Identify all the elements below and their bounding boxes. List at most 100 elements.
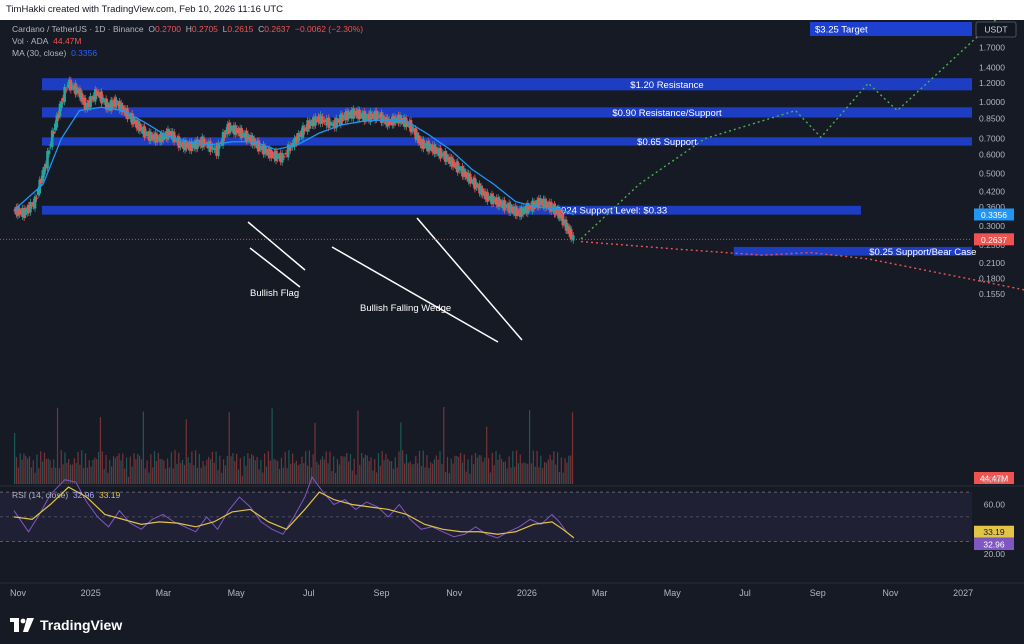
candle-body — [375, 110, 379, 120]
volume-bar — [176, 463, 178, 484]
volume-bar — [510, 467, 512, 484]
candle-body — [171, 131, 174, 140]
volume-bar — [245, 465, 247, 484]
chart-svg[interactable]: 3.00002.40002.00001.70001.40001.20001.00… — [0, 20, 1024, 606]
volume-bar — [553, 451, 555, 484]
candle-body — [345, 110, 349, 121]
candle-body — [489, 195, 492, 201]
volume-bar — [79, 464, 81, 484]
open-value: 0.2700 — [155, 24, 182, 34]
candle-body — [35, 198, 38, 200]
y-tick-label: 1.0000 — [979, 97, 1005, 107]
candle-body — [293, 137, 296, 148]
candle-body — [561, 213, 565, 226]
candle-body — [71, 85, 74, 88]
candle-body — [30, 205, 34, 207]
volume-bar — [101, 451, 103, 484]
target-box — [810, 22, 972, 36]
volume-bar — [383, 460, 385, 484]
volume-bar — [329, 451, 331, 484]
volume-bar — [519, 454, 521, 484]
candle-body — [524, 205, 528, 214]
candle-body — [504, 204, 508, 209]
candle-body — [163, 134, 167, 138]
volume-bar — [180, 462, 182, 484]
candle-body — [43, 166, 46, 175]
candle-body — [182, 141, 185, 150]
candle-body — [303, 128, 306, 132]
volume-bar — [129, 456, 131, 484]
volume-bar — [41, 461, 44, 484]
candle-body — [74, 83, 77, 95]
volume-bar — [437, 459, 439, 484]
price-axis — [972, 20, 1024, 606]
candle-body — [297, 133, 300, 143]
candle-body — [169, 131, 173, 137]
candle-body — [155, 133, 159, 143]
candle-body — [400, 118, 403, 123]
candle-body — [291, 143, 294, 148]
candle-body — [64, 89, 68, 91]
volume-bar — [280, 457, 283, 484]
candle-body — [144, 131, 148, 136]
volume-bar — [508, 456, 510, 484]
volume-bar — [564, 458, 566, 484]
volume-bar — [377, 453, 380, 484]
candle-body — [484, 191, 488, 200]
volume-bar — [543, 462, 546, 484]
volume-bar — [237, 469, 240, 484]
candle-body — [58, 103, 62, 117]
y-tick-label: 0.3000 — [979, 221, 1005, 231]
ma-value: 0.3356 — [71, 48, 98, 58]
volume-bar — [58, 468, 60, 484]
volume-bar — [506, 468, 508, 484]
volume-bar — [396, 467, 398, 484]
candle-body — [571, 235, 575, 241]
candle-body — [158, 134, 162, 143]
volume-bar — [120, 460, 122, 484]
candle-body — [493, 199, 497, 202]
candle-body — [323, 119, 326, 123]
volume-bar — [463, 454, 465, 484]
volume-bar — [389, 460, 391, 484]
candle-body — [231, 128, 234, 130]
candle-body — [101, 97, 105, 102]
candle-body — [403, 117, 407, 127]
change-value: −0.0062 (−2.30%) — [294, 24, 364, 34]
chart-area[interactable]: 3.00002.40002.00001.70001.40001.20001.00… — [0, 20, 1024, 606]
zone-label: $0.25 Support/Bear Case — [869, 247, 976, 258]
volume-bar — [14, 433, 16, 484]
candle-body — [475, 182, 478, 188]
volume-bar — [139, 455, 141, 484]
volume-bar — [163, 460, 165, 484]
volume-bar — [208, 456, 210, 484]
candle-body — [262, 144, 265, 155]
volume-bar — [81, 450, 83, 484]
volume-bar — [476, 457, 478, 484]
volume-bar — [465, 471, 467, 484]
volume-bar — [118, 453, 120, 484]
candle-body — [241, 133, 245, 135]
candle-body — [127, 114, 131, 117]
volume-bar — [66, 462, 68, 484]
candle-body — [417, 135, 421, 143]
volume-bar — [111, 466, 113, 484]
candle-body — [93, 88, 97, 102]
candle-body — [540, 201, 544, 203]
candle-body — [280, 153, 284, 163]
volume-bar — [495, 451, 497, 484]
candle-body — [172, 131, 176, 143]
volume-bar — [571, 412, 574, 484]
volume-bar — [532, 450, 534, 484]
candle-body — [95, 90, 99, 96]
candle-body — [347, 111, 350, 119]
volume-bar — [370, 457, 372, 484]
volume-bar — [431, 463, 434, 484]
candle-body — [370, 113, 374, 120]
candle-body — [249, 135, 253, 144]
candle-body — [454, 162, 458, 169]
volume-bar — [445, 471, 447, 484]
candle-body — [462, 168, 466, 177]
candle-body — [243, 132, 247, 138]
candle-body — [456, 161, 460, 173]
